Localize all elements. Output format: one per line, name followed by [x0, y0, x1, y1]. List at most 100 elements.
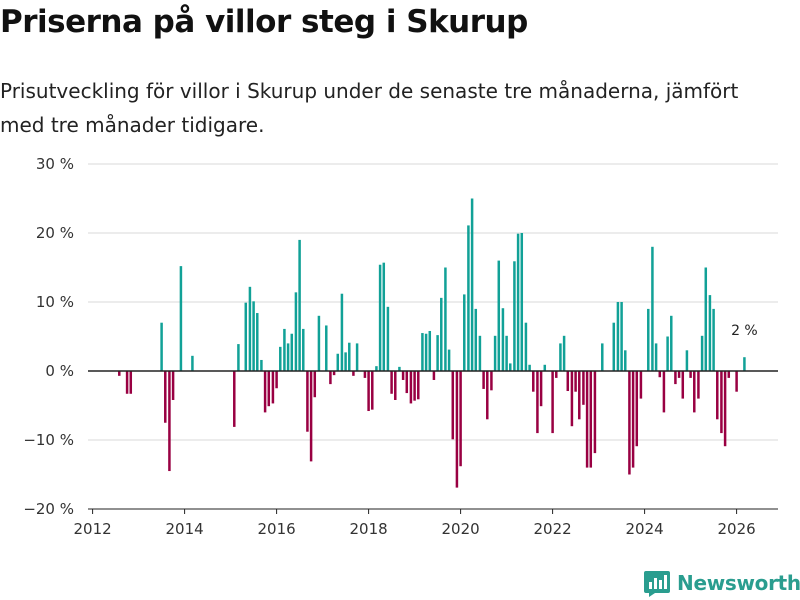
bar — [409, 371, 413, 404]
bar — [294, 292, 298, 371]
bar — [628, 371, 631, 475]
bar — [566, 371, 570, 392]
bar — [306, 371, 309, 432]
bar — [336, 353, 340, 371]
bar — [436, 335, 439, 371]
bar — [486, 371, 489, 420]
bar — [578, 371, 581, 420]
bar — [125, 371, 129, 394]
bar — [267, 371, 271, 407]
bar — [191, 355, 194, 371]
bar — [432, 371, 436, 380]
brand-name: Newsworthy — [677, 571, 800, 595]
chart-subtitle: Prisutveckling för villor i Skurup under… — [0, 74, 800, 142]
bar — [513, 261, 516, 371]
bar — [582, 371, 585, 405]
y-tick-label: 20 % — [36, 224, 74, 242]
bar — [639, 371, 643, 399]
bar — [248, 286, 252, 371]
bar — [559, 343, 562, 371]
bar — [662, 371, 666, 413]
bar — [620, 302, 623, 371]
bar — [344, 352, 347, 371]
bar — [716, 371, 719, 420]
bar — [421, 333, 424, 371]
bar — [378, 264, 382, 371]
bar — [635, 371, 639, 447]
bar — [532, 371, 535, 392]
bar — [743, 357, 746, 371]
bar — [271, 371, 275, 404]
bar — [168, 371, 171, 472]
bar — [164, 371, 167, 423]
bar — [589, 371, 593, 468]
bar — [467, 225, 470, 371]
bar — [459, 371, 462, 467]
bar — [444, 267, 447, 371]
bar — [417, 371, 420, 400]
bar — [509, 363, 512, 371]
bar — [570, 371, 574, 427]
bar — [256, 313, 259, 371]
bar — [539, 371, 543, 407]
bar — [263, 371, 267, 413]
x-tick-label: 2022 — [534, 520, 572, 538]
bar — [398, 366, 401, 371]
bar — [275, 371, 278, 389]
bar — [616, 302, 620, 371]
bar — [413, 371, 416, 401]
subtitle-line-2: med tre månader tidigare. — [0, 113, 265, 137]
y-tick-label: 0 % — [45, 362, 74, 380]
bar — [478, 335, 482, 371]
bar — [658, 371, 662, 378]
bar — [424, 333, 428, 371]
bar — [482, 371, 485, 389]
bar — [543, 364, 547, 371]
bar — [171, 371, 175, 400]
bar — [670, 315, 673, 371]
bar — [463, 294, 466, 371]
bar — [520, 233, 524, 371]
x-axis: 2012 2014 2016 2018 2020 2022 2024 2026 — [74, 508, 778, 538]
bar — [309, 371, 313, 462]
bar — [697, 371, 700, 399]
bar — [401, 371, 405, 380]
bar — [355, 343, 359, 371]
bar — [490, 371, 493, 391]
x-tick-label: 2016 — [258, 520, 296, 538]
bar — [735, 371, 738, 392]
bar — [674, 371, 677, 385]
bar — [505, 335, 508, 371]
bar — [286, 343, 290, 371]
bar — [367, 371, 370, 412]
bar — [651, 246, 654, 371]
bar — [283, 328, 286, 371]
x-tick-label: 2012 — [74, 520, 112, 538]
bar — [455, 371, 459, 488]
bar — [382, 262, 386, 371]
bar — [693, 371, 696, 413]
bar — [290, 333, 294, 371]
subtitle-line-1: Prisutveckling för villor i Skurup under… — [0, 79, 739, 103]
x-tick-label: 2018 — [350, 520, 388, 538]
bar-series — [118, 198, 746, 488]
bar — [428, 330, 432, 371]
bar — [332, 371, 336, 376]
bar — [654, 343, 658, 371]
bar — [723, 371, 727, 447]
bar — [325, 325, 328, 371]
bar — [160, 322, 163, 371]
y-tick-label: 10 % — [36, 293, 74, 311]
grid-lines — [88, 163, 778, 510]
bar — [612, 322, 616, 371]
bar — [244, 302, 248, 371]
bar — [329, 371, 332, 385]
x-tick-label: 2020 — [442, 520, 480, 538]
bar — [708, 295, 712, 371]
bar — [447, 349, 451, 371]
bar — [536, 371, 539, 434]
annotation-label: 2 % — [731, 323, 758, 339]
bar — [279, 346, 282, 371]
y-tick-label: 30 % — [36, 155, 74, 173]
bar — [624, 350, 627, 371]
